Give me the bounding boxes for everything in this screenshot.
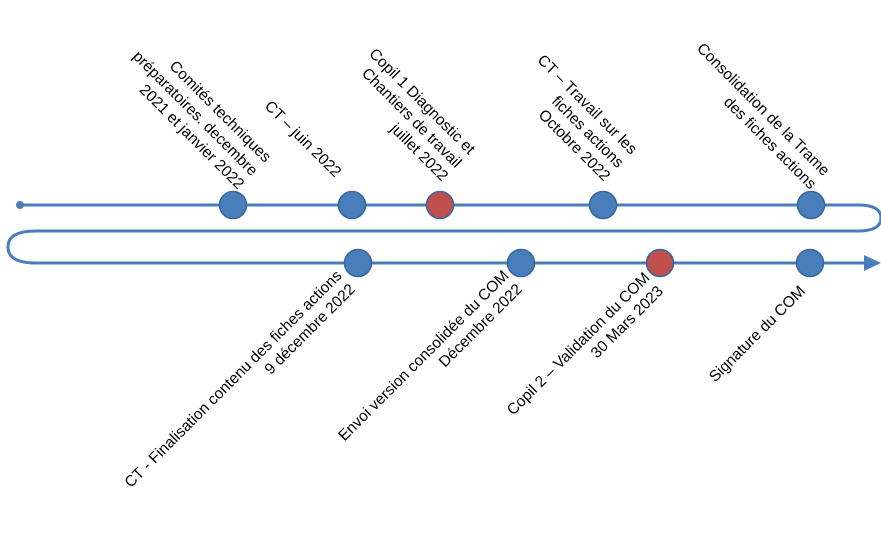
milestone-markers: [218, 190, 826, 278]
bottom_row-label-ct-finalisation: CT - Finalisation contenu des fiches act…: [122, 267, 359, 491]
bottom_row-dot-copil-2: [645, 248, 675, 278]
top_row-dot-consolidation-trame: [796, 190, 826, 220]
bottom_row-label-envoi-version: Envoi version consolidée du COMDécembre …: [335, 267, 526, 444]
bottom_row-dot-ct-finalisation: [343, 248, 373, 278]
top_row-label-line: Consolidation de la Trame: [693, 40, 832, 179]
top_row-dot-ct-juin-2022: [337, 190, 367, 220]
top_row-dot-copil-1: [425, 190, 455, 220]
timeline-line: [6, 203, 881, 265]
top_row-dot-ct-fiches-octobre: [588, 190, 618, 220]
bottom_row-dot-envoi-version: [506, 248, 536, 278]
bottom_row-label-line: CT - Finalisation contenu des fiches act…: [122, 267, 346, 491]
top_row-label-line: CT – juin 2022: [261, 98, 344, 181]
bottom_row-label-line: Signature du COM: [706, 283, 809, 386]
top_row-label-line: Copil 1 Diagnostic et: [366, 45, 479, 158]
bottom_row-label-line: Envoi version consolidée du COM: [335, 267, 512, 444]
timeline-path: [6, 201, 881, 271]
top_row-label-ct-juin-2022: CT – juin 2022: [261, 98, 344, 181]
top_row-label-line: préparatoires. decembre: [129, 48, 260, 179]
bottom_row-dot-signature-com: [795, 248, 825, 278]
top_row-dot-ct-preparatoires: [218, 190, 248, 220]
bottom_row-label-line: Copil 2 – Validation du COM: [504, 269, 654, 419]
bottom_row-label-signature-com: Signature du COM: [706, 283, 809, 386]
timeline-arrowhead: [864, 255, 881, 271]
